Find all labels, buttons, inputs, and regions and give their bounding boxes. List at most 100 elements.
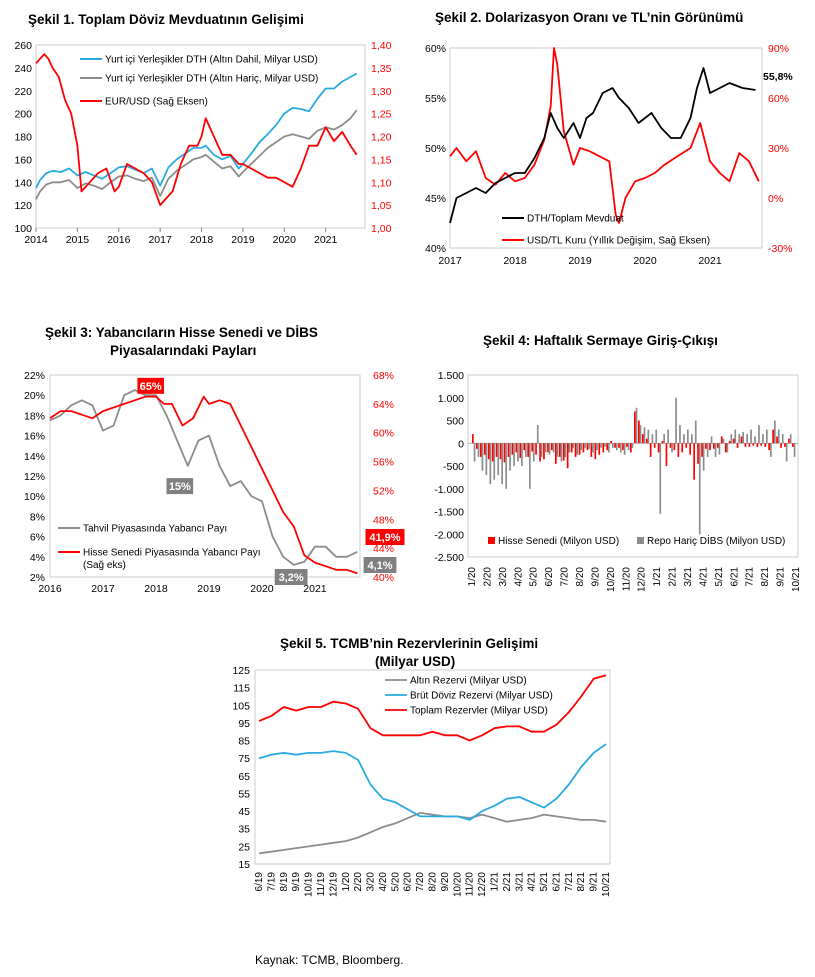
chart-4-x-tick: 10/21: [791, 567, 802, 592]
chart-4-bar-equity: [472, 434, 474, 444]
chart-5-x-tick: 7/21: [564, 872, 575, 892]
chart-5-x-tick: 4/20: [378, 872, 389, 892]
chart-3-legend-2-label: Hisse Senedi Piyasasında Yabancı Payı: [83, 548, 261, 559]
chart-3-label-bond-last-text: 4,1%: [367, 560, 392, 572]
chart-1-y-tick-right: 1,20: [371, 132, 392, 144]
chart-4-bar-equity: [574, 443, 577, 457]
chart-4-y-tick: -1.500: [434, 507, 464, 519]
chart-1-y-tick-right: 1,15: [371, 154, 392, 166]
chart-3-y-tick-right: 48%: [373, 514, 394, 526]
chart-5-y-tick: 25: [238, 841, 250, 853]
chart-4-bar-bond: [793, 443, 796, 457]
chart-4-bar-bond: [718, 443, 721, 455]
chart-4-x-tick: 1/21: [652, 567, 663, 587]
chart-4-bar-bond: [540, 443, 543, 457]
chart-5-x-tick: 5/20: [390, 872, 401, 892]
chart-3-y-tick-right: 60%: [373, 428, 394, 440]
chart-4-bar-equity: [630, 443, 632, 453]
chart-2-y-tick-left: 45%: [425, 193, 446, 205]
chart-4-x-tick: 2/21: [668, 567, 679, 587]
chart-2-annotation: 55,8%: [763, 71, 793, 83]
chart-4-bar-bond: [694, 420, 697, 444]
chart-4-bar-equity: [491, 443, 494, 462]
chart-1-x-tick: 2017: [148, 234, 172, 246]
chart-4-bar-bond: [505, 443, 507, 489]
chart-4-bar-bond: [513, 443, 515, 467]
chart-4-bar-equity: [669, 443, 672, 448]
chart-4-bar-bond: [619, 443, 622, 453]
chart-4-bar-bond: [501, 443, 503, 485]
chart-4-bar-bond: [493, 443, 496, 480]
chart-4-bar-bond: [536, 425, 539, 444]
chart-4-bar-equity: [523, 443, 526, 451]
chart-4-bar-bond: [781, 434, 784, 444]
chart-5-x-tick: 6/21: [551, 872, 562, 892]
chart-4-y-tick: 500: [446, 416, 464, 428]
chart-4-bar-bond: [750, 429, 752, 444]
chart-5-y-tick: 115: [233, 683, 250, 695]
chart-4-x-tick: 8/21: [760, 567, 771, 587]
chart-2-legend-2-label: USD/TL Kuru (Yıllık Değişim, Sağ Eksen): [527, 236, 710, 247]
chart-5-series-line-1: [258, 811, 607, 855]
chart-5-x-tick: 11/19: [316, 872, 327, 897]
chart-4-bar-equity: [503, 443, 506, 463]
chart-4-bar-equity: [531, 443, 533, 452]
chart-4-bar-equity: [555, 443, 557, 464]
chart-4-bar-bond: [497, 443, 500, 476]
chart-4-bar-equity: [677, 443, 680, 457]
chart-4-bar-equity: [681, 443, 684, 453]
chart-4-bar-bond: [631, 443, 634, 448]
chart-4-bar-equity: [622, 443, 624, 451]
chart-4-bar-bond: [651, 434, 654, 444]
chart-1-plot-frame: [35, 44, 366, 229]
chart-5-y-tick: 125: [232, 665, 250, 677]
chart-4-bar-equity: [638, 420, 640, 444]
chart-4-bar-bond: [746, 434, 748, 444]
chart-4-bar-equity: [709, 443, 711, 451]
chart-1-y-tick-right: 1,25: [371, 109, 392, 121]
chart-1-x-tick: 2018: [190, 234, 214, 246]
chart-4-bar-bond: [734, 429, 737, 444]
chart-4-bar-equity: [689, 443, 691, 455]
chart-4-bar-equity: [598, 443, 601, 455]
chart-2-y-tick-right: 60%: [768, 93, 789, 105]
chart-4-bar-bond: [683, 434, 685, 444]
chart-5-series-line-2: [258, 743, 607, 821]
chart-4-bar-bond: [556, 443, 559, 457]
chart-4-bar-equity: [570, 443, 573, 453]
chart-1-series-line-3: [35, 53, 358, 207]
chart-1-series-line-1: [35, 72, 358, 189]
chart-4-bar-equity: [479, 443, 482, 457]
chart-4-bar-equity: [697, 443, 699, 464]
chart-1-legend-3-label: EUR/USD (Sağ Eksen): [105, 97, 208, 108]
chart-2-plot-frame: [449, 47, 763, 249]
chart-5-x-tick: 3/21: [514, 872, 525, 892]
chart-4-bar-bond: [691, 434, 693, 444]
chart-4-x-tick: 4/20: [513, 567, 524, 587]
chart-4-bar-equity: [645, 438, 648, 444]
chart-4-bar-bond: [659, 443, 662, 514]
chart-4-bar-equity: [610, 441, 612, 444]
chart-4-bar-equity: [784, 443, 786, 447]
chart-5-x-tick: 11/20: [465, 872, 476, 897]
chart-4-bar-equity: [614, 443, 616, 448]
chart-4-bar-equity: [788, 438, 790, 444]
chart-3-svg: 2% 4% 6% 8% 10% 12% 14% 16% 18% 20% 22% 40% 44% 48% 52…: [24, 370, 405, 595]
chart-4-bar-equity: [499, 443, 502, 460]
chart-4-bar-bond: [560, 443, 563, 462]
chart-4-bar-bond: [643, 427, 646, 444]
chart-4-y-tick: 1.000: [438, 393, 464, 405]
chart-1-x-tick: 2021: [314, 234, 338, 246]
chart-4-bar-bond: [612, 443, 614, 448]
chart-4-bar-bond: [548, 443, 551, 455]
chart-2-legend-1-label: DTH/Toplam Mevduat: [527, 214, 624, 225]
chart-4-bar-bond: [742, 431, 744, 444]
chart-1-y-tick-left: 240: [14, 63, 32, 75]
chart-1-x-tick: 2016: [107, 234, 131, 246]
chart-4-bar-bond: [698, 443, 701, 535]
chart-4-bar-bond: [722, 438, 725, 444]
chart-5-x-tick: 9/20: [440, 872, 451, 892]
chart-4-bar-bond: [726, 443, 729, 453]
chart-1-y-tick-left: 140: [14, 177, 32, 189]
chart-4-y-tick: 1.500: [438, 370, 464, 382]
